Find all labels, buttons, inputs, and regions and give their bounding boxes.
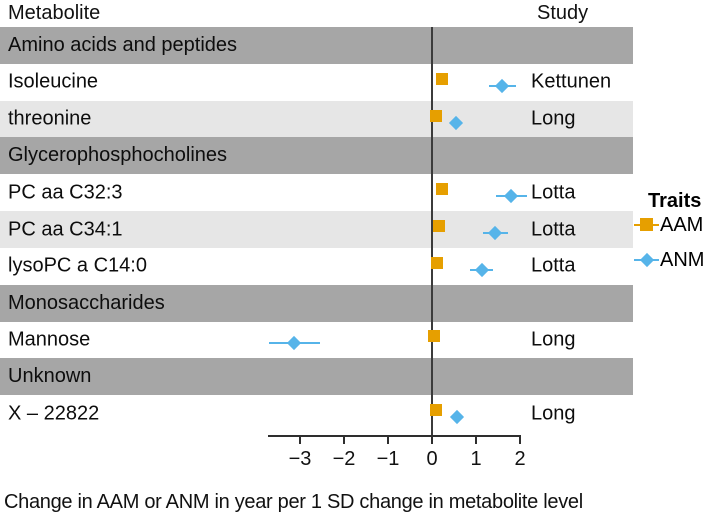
aam-square-icon [640, 218, 653, 231]
study-column-header: Study [537, 2, 589, 24]
section-header-band: Amino acids and peptides [0, 27, 633, 64]
caption: Change in AAM or ANM in year per 1 SD ch… [4, 491, 583, 513]
x-axis-tick [475, 436, 477, 444]
x-axis-tick [431, 436, 433, 444]
study-label: Lotta [531, 181, 576, 204]
metabolite-row: Isoleucine Kettunen [0, 63, 633, 101]
metabolite-label: lysoPC a C14:0 [8, 254, 147, 277]
legend: Traits AAM ANM [634, 190, 708, 271]
x-axis-tick-label: 1 [470, 448, 482, 470]
x-axis-tick [519, 436, 521, 444]
legend-item-anm: ANM [634, 249, 708, 271]
x-axis-tick-label: −3 [288, 448, 312, 470]
metabolite-row: Mannose Long [0, 321, 633, 359]
metabolite-label: threonine [8, 107, 92, 130]
study-label: Long [531, 107, 576, 130]
legend-item-aam: AAM [634, 214, 708, 236]
metabolite-row: threonine Long [0, 100, 633, 138]
aam-legend-key [634, 214, 660, 236]
x-axis-line [268, 435, 521, 437]
x-axis-tick [299, 436, 301, 444]
metabolite-row: lysoPC a C14:0 Lotta [0, 247, 633, 285]
anm-diamond-icon [639, 252, 655, 268]
study-label: Long [531, 402, 576, 425]
section-header-band: Monosaccharides [0, 284, 633, 322]
zero-reference-line [431, 27, 433, 435]
metabolite-label: PC aa C32:3 [8, 181, 123, 204]
study-label: Kettunen [531, 70, 612, 93]
x-axis-tick-label: −2 [332, 448, 356, 470]
anm-legend-key [634, 249, 660, 271]
metabolite-row: PC aa C34:1 Lotta [0, 211, 633, 248]
metabolite-row: X – 22822 Long [0, 395, 633, 432]
study-label: Long [531, 328, 576, 351]
section-header-band: Unknown [0, 358, 633, 396]
study-label: Lotta [531, 254, 576, 277]
x-axis-tick-label: 2 [514, 448, 526, 470]
section-header-band: Glycerophosphocholines [0, 137, 633, 175]
legend-title: Traits [648, 190, 702, 212]
x-axis-tick [387, 436, 389, 444]
metabolite-column-header: Metabolite [8, 2, 101, 24]
metabolite-label: Mannose [8, 328, 91, 351]
x-axis-tick-label: 0 [426, 448, 438, 470]
metabolite-label: Isoleucine [8, 70, 99, 93]
x-axis-tick-label: −1 [376, 448, 400, 470]
metabolite-label: X – 22822 [8, 402, 100, 425]
metabolite-label: PC aa C34:1 [8, 218, 123, 240]
legend-label-aam: AAM [660, 213, 704, 236]
x-axis-tick [343, 436, 345, 444]
legend-label-anm: ANM [660, 248, 705, 271]
study-label: Lotta [531, 218, 576, 240]
metabolite-row: PC aa C32:3 Lotta [0, 174, 633, 212]
